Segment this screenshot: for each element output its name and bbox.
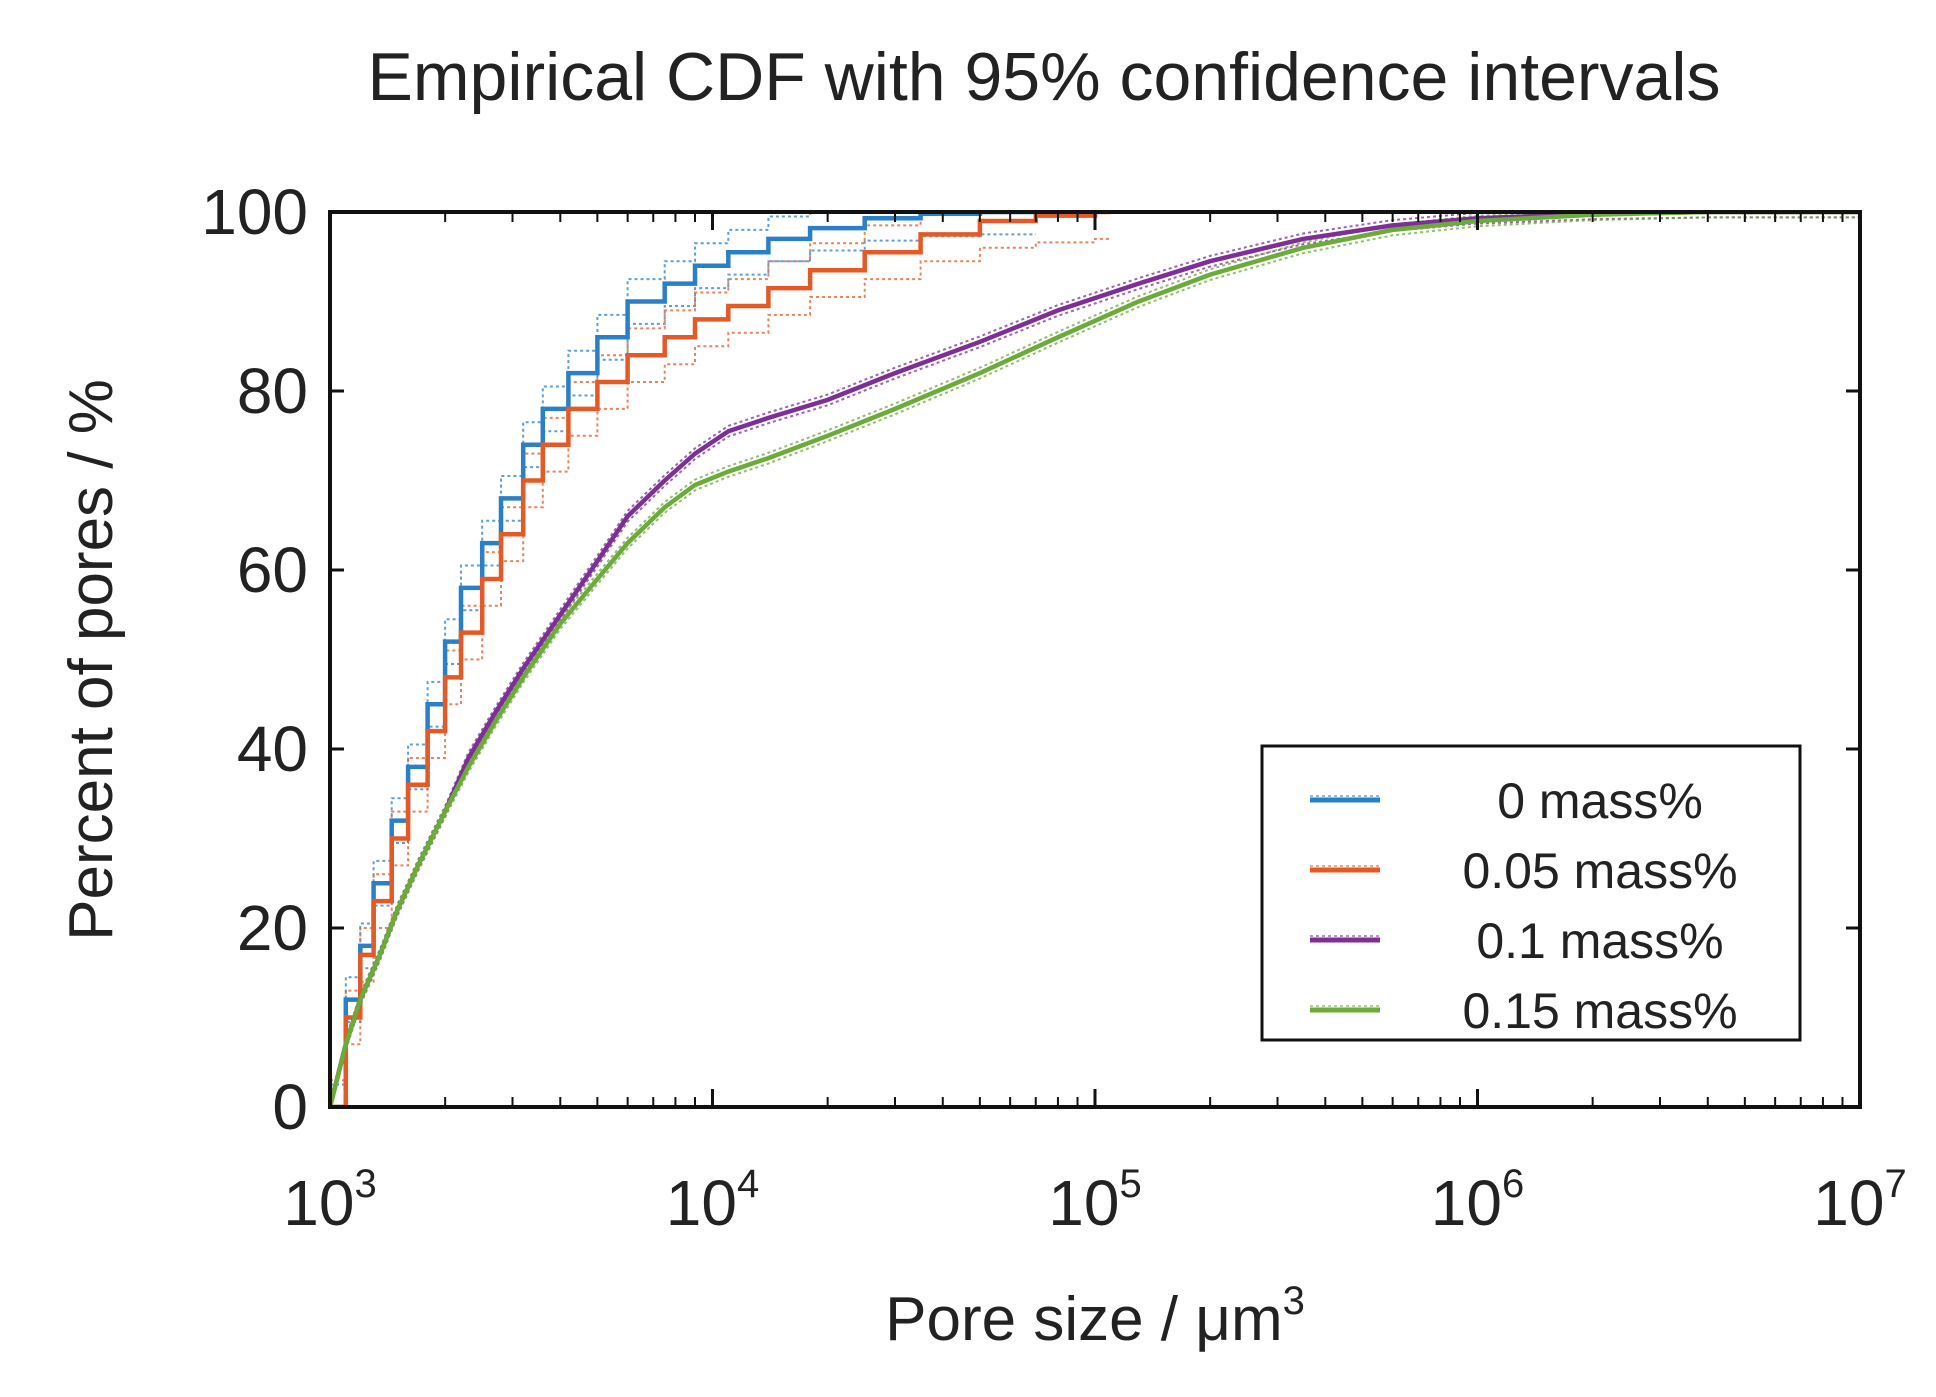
y-tick-label: 100 (201, 176, 308, 248)
y-axis-label: Percent of pores / % (57, 379, 126, 941)
y-tick-label: 40 (237, 713, 308, 785)
y-tick-label: 20 (237, 892, 308, 964)
x-tick-label: 103 (283, 1162, 376, 1239)
y-tick-label: 80 (237, 355, 308, 427)
plot-area (328, 210, 1862, 1109)
x-tick-label: 104 (666, 1162, 759, 1239)
y-tick-labels: 0 20 40 60 80 100 (201, 176, 308, 1143)
x-tick-labels: 103 104 105 106 107 (283, 1162, 1906, 1239)
series-line-0 (330, 212, 1036, 1107)
legend-label: 0.1 mass% (1476, 913, 1723, 969)
chart-title: Empirical CDF with 95% confidence interv… (368, 39, 1721, 115)
ci-bound-series-0 (330, 212, 1036, 1086)
legend-label: 0.15 mass% (1462, 983, 1737, 1039)
ci-bound-series-0 (330, 233, 1036, 1107)
legend-label: 0 mass% (1497, 773, 1703, 829)
x-tick-label: 105 (1048, 1162, 1141, 1239)
x-tick-label: 107 (1813, 1162, 1906, 1239)
legend-label: 0.05 mass% (1462, 843, 1737, 899)
series-line-1 (330, 212, 1111, 1107)
y-tick-label: 60 (237, 534, 308, 606)
y-tick-label: 0 (272, 1071, 308, 1143)
x-tick-label: 106 (1431, 1162, 1524, 1239)
plot-frame (328, 210, 1862, 1109)
ci-bound-series-1 (330, 212, 1111, 1082)
series-line-3 (330, 212, 1860, 1107)
x-axis-label: Pore size / μm3 (885, 1279, 1305, 1354)
legend: 0 mass% 0.05 mass% 0.1 mass% 0.15 mass% (1260, 744, 1802, 1042)
legend-box (1260, 744, 1802, 1042)
